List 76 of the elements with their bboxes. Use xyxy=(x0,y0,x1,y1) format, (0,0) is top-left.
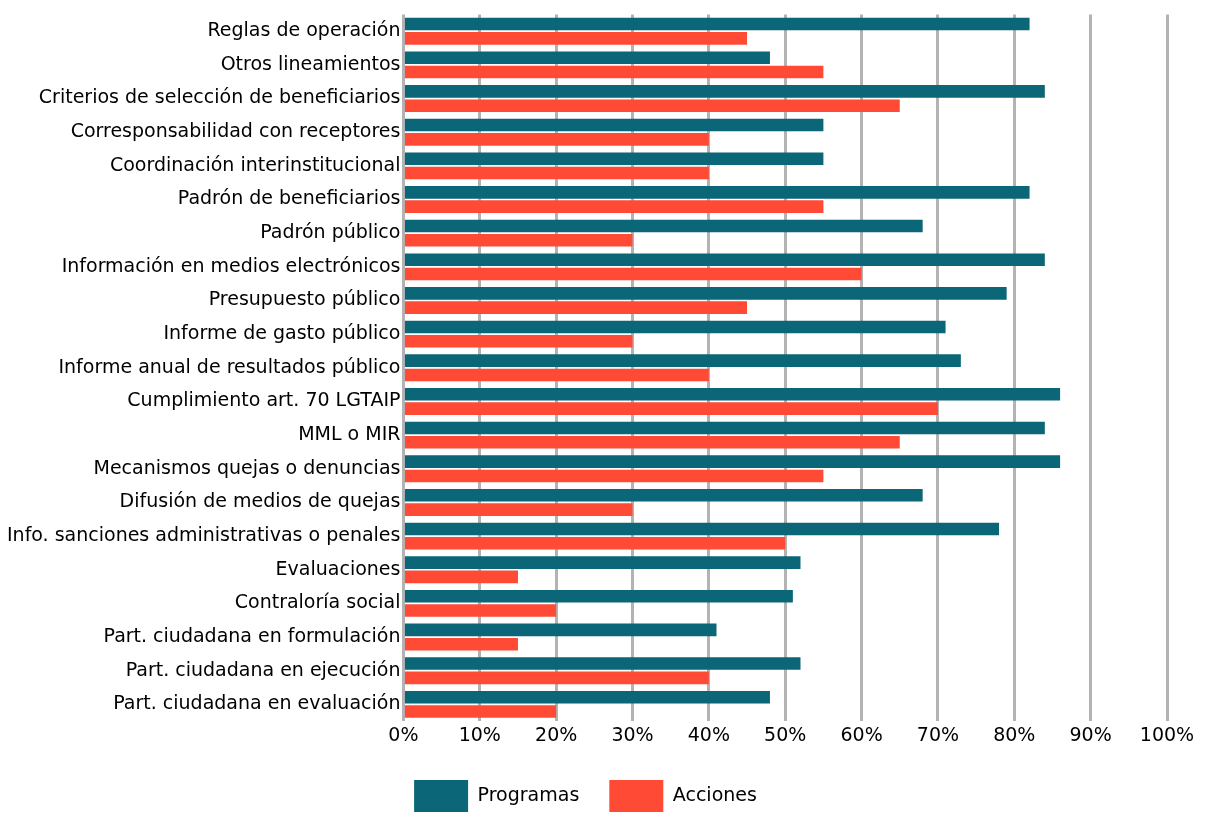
bar xyxy=(404,421,1045,435)
bar xyxy=(404,488,923,502)
bar xyxy=(404,556,801,569)
y-tick-label: Cumplimiento art. 70 LGTAIP xyxy=(127,388,401,411)
y-tick-label: Coordinación interinstitucional xyxy=(109,152,401,175)
x-tick-label: 90% xyxy=(1069,722,1112,745)
bar xyxy=(404,65,824,79)
y-tick-label: Informe anual de resultados público xyxy=(58,354,401,377)
bar xyxy=(404,402,938,415)
y-tick-label: Informe de gasto público xyxy=(163,321,401,344)
bar xyxy=(404,133,709,146)
bar xyxy=(404,503,633,516)
bar xyxy=(404,118,824,132)
x-tick-label: 30% xyxy=(611,722,654,745)
bar xyxy=(404,657,801,670)
bar xyxy=(404,690,770,704)
y-tick-label: Part. ciudadana en formulación xyxy=(103,623,401,646)
legend-label: Acciones xyxy=(672,782,757,805)
bar xyxy=(404,637,518,651)
x-tick-label: 10% xyxy=(458,722,501,745)
bar xyxy=(404,354,961,367)
y-tick-label: Otros lineamientos xyxy=(220,51,401,74)
y-tick-label: Evaluaciones xyxy=(275,556,401,579)
legend-label: Programas xyxy=(477,782,580,805)
y-tick-label: Difusión de medios de quejas xyxy=(119,489,401,512)
bar xyxy=(404,32,748,45)
bar xyxy=(404,267,862,281)
y-tick-label: Contraloría social xyxy=(234,590,401,613)
y-tick-label: Mecanismos quejas o denuncias xyxy=(93,455,401,478)
x-tick-label: 80% xyxy=(993,722,1036,745)
bar xyxy=(404,287,1007,300)
y-tick-label: Corresponsabilidad con receptores xyxy=(70,119,401,142)
x-tick-label: 50% xyxy=(764,722,807,745)
bar xyxy=(404,435,900,449)
bar xyxy=(404,99,900,112)
y-tick-label: Info. sanciones administrativas o penales xyxy=(6,523,401,546)
bar xyxy=(404,234,633,247)
x-tick-label: 70% xyxy=(916,722,960,745)
bar xyxy=(404,152,824,165)
x-tick-label: 60% xyxy=(840,722,883,745)
bar xyxy=(404,320,946,334)
bar xyxy=(404,671,709,685)
bar xyxy=(404,253,1045,266)
y-tick-label: Presupuesto público xyxy=(208,287,401,310)
y-tick-label: Reglas de operación xyxy=(207,18,401,41)
bar xyxy=(404,17,1030,31)
bar xyxy=(404,186,1030,199)
bar xyxy=(404,604,557,617)
bar xyxy=(404,388,1061,401)
bar xyxy=(404,51,770,65)
x-tick-label: 20% xyxy=(535,722,578,745)
bar xyxy=(404,589,793,603)
bar xyxy=(404,455,1061,468)
bar xyxy=(404,219,923,233)
y-tick-label: Criterios de selección de beneficiarios xyxy=(38,85,401,108)
y-tick-label: Padrón de beneficiarios xyxy=(177,186,401,209)
bar xyxy=(404,166,709,180)
y-tick-label: Part. ciudadana en ejecución xyxy=(125,657,401,680)
x-tick-label: 100% xyxy=(1139,722,1195,745)
bar xyxy=(404,200,824,213)
bar xyxy=(404,85,1045,98)
bar xyxy=(404,522,1000,536)
y-tick-label: Part. ciudadana en evaluación xyxy=(113,691,401,714)
bar xyxy=(404,368,709,382)
bar xyxy=(404,301,748,314)
bar xyxy=(404,536,786,550)
x-tick-label: 40% xyxy=(687,722,730,745)
bar xyxy=(404,570,518,584)
bar xyxy=(404,469,824,483)
y-tick-label: Información en medios electrónicos xyxy=(61,253,401,276)
bar xyxy=(404,623,717,637)
bar xyxy=(404,335,633,348)
y-tick-label: MML o MIR xyxy=(298,422,401,445)
bar xyxy=(404,705,557,718)
y-tick-label: Padrón público xyxy=(260,220,401,243)
x-tick-label: 0% xyxy=(388,722,419,745)
